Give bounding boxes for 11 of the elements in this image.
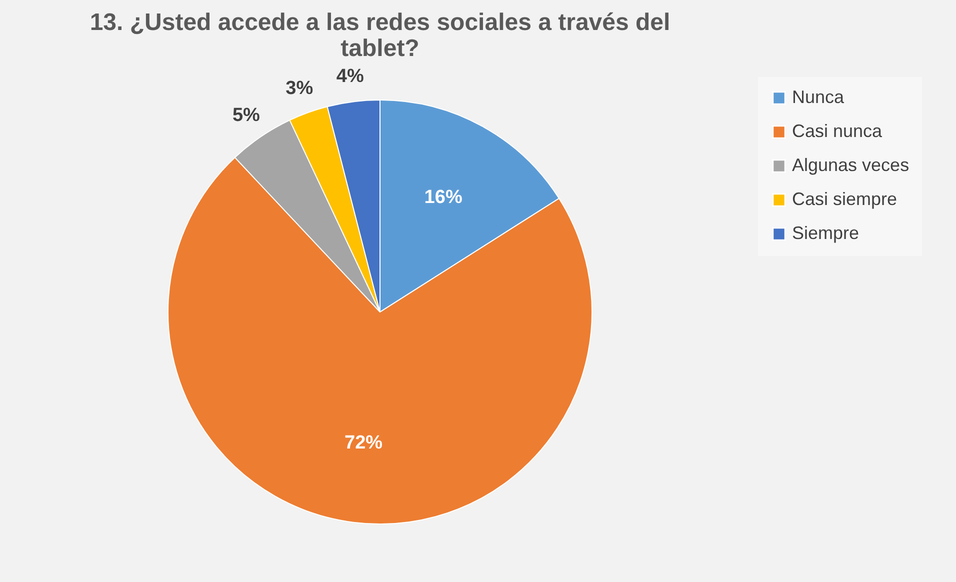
legend-label: Algunas veces xyxy=(792,155,910,175)
legend-label: Nunca xyxy=(792,87,846,107)
data-label: 16% xyxy=(424,186,462,208)
data-label: 5% xyxy=(232,105,260,126)
data-label: 4% xyxy=(336,66,364,87)
data-label: 72% xyxy=(344,432,383,454)
chart-title: 13. ¿Usted accede a las redes sociales a través del tablet? xyxy=(90,8,670,62)
legend-label: Casi nunca xyxy=(792,121,884,141)
legend-label: Casi siempre xyxy=(792,189,898,209)
data-label: 3% xyxy=(286,78,314,100)
legend-label: Siempre xyxy=(792,223,860,243)
